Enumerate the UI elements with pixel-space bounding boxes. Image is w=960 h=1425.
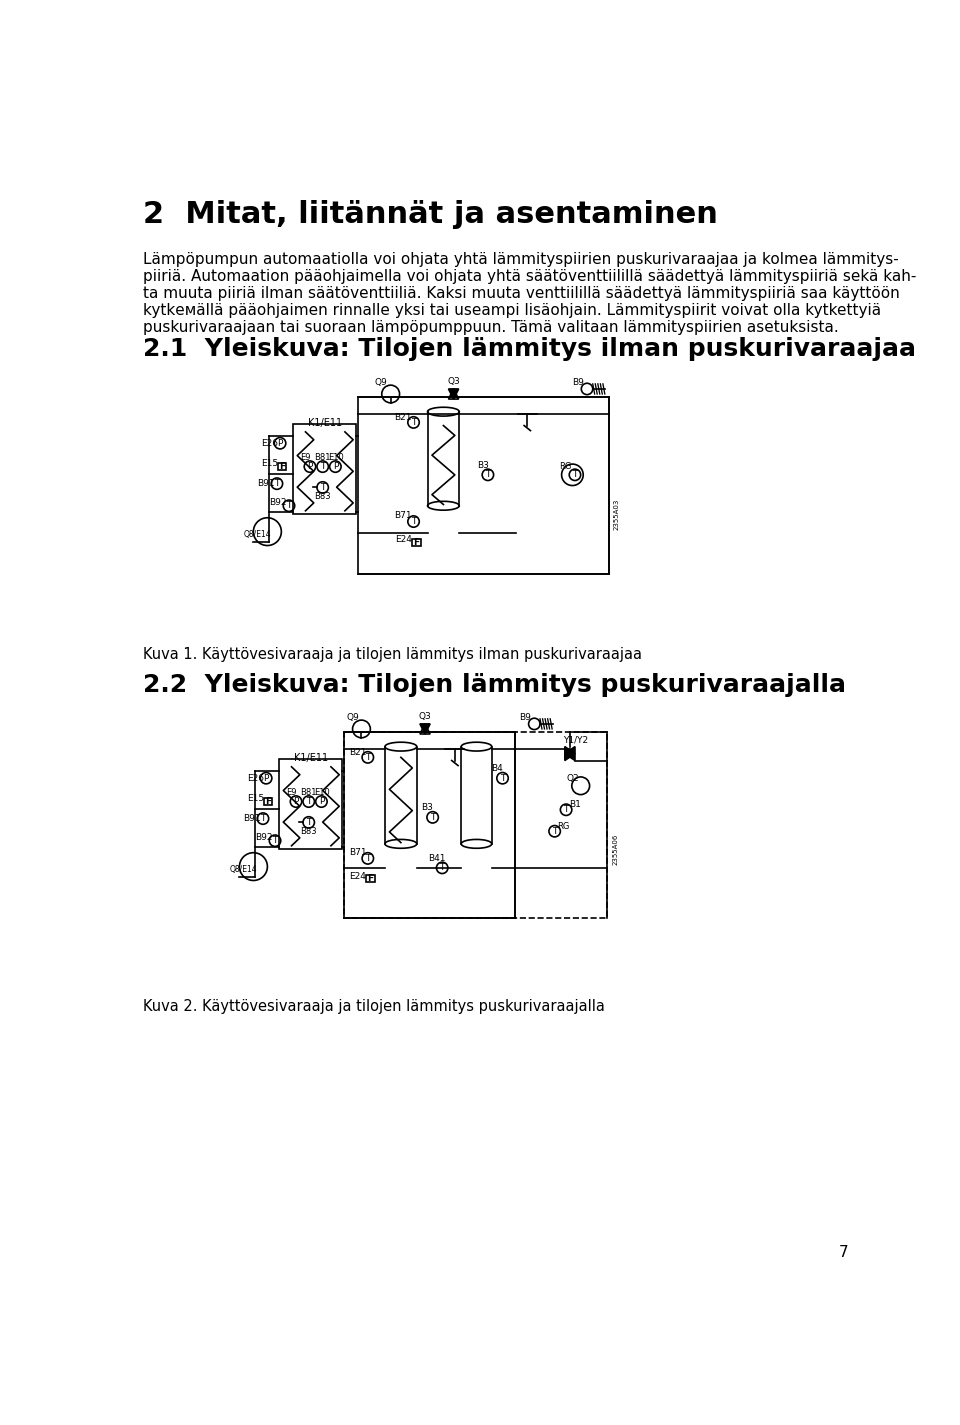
Text: Q2: Q2 xyxy=(566,774,579,782)
Text: E15: E15 xyxy=(247,794,264,802)
Text: B83: B83 xyxy=(300,828,317,836)
Text: K1/E11: K1/E11 xyxy=(294,752,327,762)
Text: E10: E10 xyxy=(314,788,330,797)
Text: 7: 7 xyxy=(839,1245,849,1260)
Text: T: T xyxy=(500,774,505,782)
Text: E24: E24 xyxy=(349,872,366,881)
Text: T: T xyxy=(273,836,277,845)
Polygon shape xyxy=(564,747,575,761)
Text: T: T xyxy=(564,805,568,814)
Text: Q8/E14: Q8/E14 xyxy=(244,530,271,539)
Text: Q8/E14: Q8/E14 xyxy=(229,865,257,874)
Bar xyxy=(412,539,420,546)
Text: T: T xyxy=(572,470,578,479)
Text: T: T xyxy=(306,818,311,826)
Text: T: T xyxy=(430,812,435,822)
Text: B92: B92 xyxy=(255,834,273,842)
Text: RG: RG xyxy=(557,822,569,831)
Text: Q3: Q3 xyxy=(419,712,431,721)
Text: B21: B21 xyxy=(395,413,412,422)
Text: B81: B81 xyxy=(315,453,331,462)
Text: F: F xyxy=(413,537,420,547)
Text: P: P xyxy=(307,462,313,472)
Text: B3: B3 xyxy=(421,804,434,812)
Text: Kuva 2. Käyttövesivaraaja ja tilojen lämmitys puskurivaraajalla: Kuva 2. Käyttövesivaraaja ja tilojen läm… xyxy=(143,999,605,1013)
Text: E26: E26 xyxy=(247,774,264,782)
Text: E10: E10 xyxy=(328,453,344,462)
Text: F: F xyxy=(265,797,271,807)
Text: 2355A06: 2355A06 xyxy=(612,834,618,865)
Text: B9: B9 xyxy=(572,378,584,388)
Text: B71: B71 xyxy=(348,848,367,856)
Text: T: T xyxy=(306,797,311,807)
Text: T: T xyxy=(365,854,371,864)
Text: T: T xyxy=(485,470,491,479)
Text: Y1/Y2: Y1/Y2 xyxy=(564,735,588,745)
Bar xyxy=(277,463,286,470)
Text: Q3: Q3 xyxy=(447,376,460,386)
Text: RG: RG xyxy=(560,462,571,472)
Text: T: T xyxy=(320,483,325,492)
Text: kytkемällä pääohjaimen rinnalle yksi tai useampi lisäohjain. Lämmityspiirit voiv: kytkемällä pääohjaimen rinnalle yksi tai… xyxy=(143,302,881,318)
Text: B71: B71 xyxy=(395,510,412,520)
Text: B81: B81 xyxy=(300,788,317,797)
Text: T: T xyxy=(365,752,371,762)
Text: E9: E9 xyxy=(286,788,297,797)
Polygon shape xyxy=(564,747,575,761)
Text: 2.2  Yleiskuva: Tilojen lämmitys puskurivaraajalla: 2.2 Yleiskuva: Tilojen lämmitys puskuriv… xyxy=(143,673,847,697)
Text: ta muuta piiriä ilman säätöventtiiliä. Kaksi muuta venttiilillä säädettyä lämmit: ta muuta piiriä ilman säätöventtiiliä. K… xyxy=(143,286,900,301)
Text: T: T xyxy=(411,418,417,428)
Text: piiriä. Automaation pääohjaimella voi ohjata yhtä säätöventtiilillä säädettyä lä: piiriä. Automaation pääohjaimella voi oh… xyxy=(143,269,917,284)
Polygon shape xyxy=(448,389,459,399)
Text: P: P xyxy=(277,439,283,447)
Text: P: P xyxy=(319,797,324,807)
Text: B83: B83 xyxy=(314,493,331,502)
Text: T: T xyxy=(320,462,325,472)
Text: P: P xyxy=(333,462,338,472)
Text: E15: E15 xyxy=(261,459,277,467)
Text: Kuva 1. Käyttövesivaraaja ja tilojen lämmitys ilman puskurivaraajaa: Kuva 1. Käyttövesivaraaja ja tilojen läm… xyxy=(143,647,642,661)
Text: E26: E26 xyxy=(261,439,277,447)
Text: T: T xyxy=(260,814,266,824)
Text: T: T xyxy=(440,864,444,872)
Text: B91: B91 xyxy=(256,479,275,489)
Text: B92: B92 xyxy=(270,499,287,507)
Text: 2.1  Yleiskuva: Tilojen lämmitys ilman puskurivaraajaa: 2.1 Yleiskuva: Tilojen lämmitys ilman pu… xyxy=(143,336,916,361)
Text: T: T xyxy=(411,517,417,526)
Text: F: F xyxy=(368,874,373,884)
Text: F: F xyxy=(279,462,285,472)
Text: T: T xyxy=(286,502,292,510)
Text: Q9: Q9 xyxy=(347,712,359,722)
Text: T: T xyxy=(552,826,558,835)
Text: B9: B9 xyxy=(519,712,531,722)
Polygon shape xyxy=(420,724,430,734)
Text: T: T xyxy=(275,479,279,489)
Text: 2355A03: 2355A03 xyxy=(613,499,620,530)
Bar xyxy=(264,798,273,805)
Text: B1: B1 xyxy=(569,801,581,809)
Text: Q9: Q9 xyxy=(374,378,388,388)
Text: B91: B91 xyxy=(243,814,260,824)
Text: B4: B4 xyxy=(492,764,503,774)
Text: 2  Mitat, liitännät ja asentaminen: 2 Mitat, liitännät ja asentaminen xyxy=(143,201,718,229)
Text: puskurivaraajaan tai suoraan lämpöpumppuun. Tämä valitaan lämmityspiirien asetuk: puskurivaraajaan tai suoraan lämpöpumppu… xyxy=(143,319,839,335)
Text: K1/E11: K1/E11 xyxy=(307,418,342,428)
Text: P: P xyxy=(294,797,299,807)
Bar xyxy=(366,875,374,882)
Text: E9: E9 xyxy=(300,453,311,462)
Text: B21: B21 xyxy=(348,748,367,758)
Text: B3: B3 xyxy=(477,460,490,470)
Text: E24: E24 xyxy=(395,534,412,544)
Text: B41: B41 xyxy=(428,854,445,864)
Text: P: P xyxy=(263,774,269,782)
Text: Lämpöpumpun automaatiolla voi ohjata yhtä lämmityspiirien puskurivaraajaa ja kol: Lämpöpumpun automaatiolla voi ohjata yht… xyxy=(143,252,899,266)
